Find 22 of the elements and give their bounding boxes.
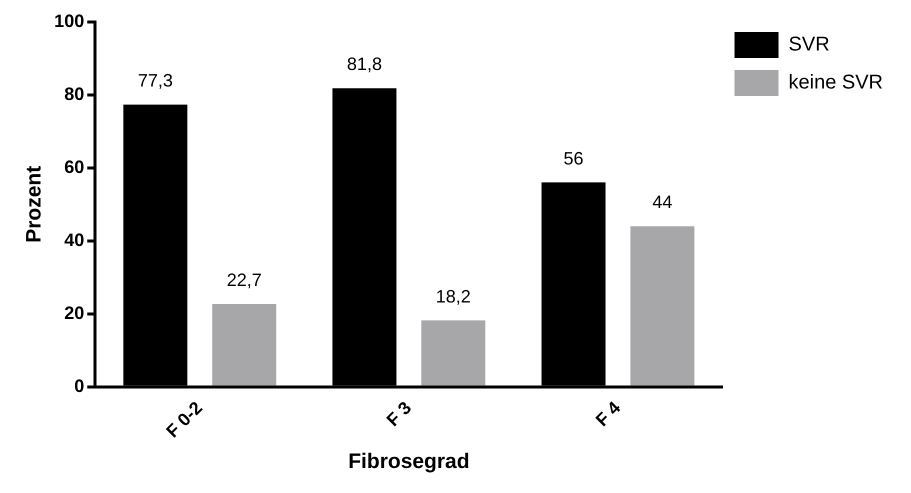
x-tick-label: F 4 xyxy=(592,398,624,430)
data-label: 56 xyxy=(564,148,584,168)
y-tick-label: 0 xyxy=(74,376,84,396)
data-label: 22,7 xyxy=(226,270,262,290)
data-label: 44 xyxy=(652,192,672,212)
y-tick-label: 60 xyxy=(64,156,84,177)
data-label: 18,2 xyxy=(436,286,471,306)
y-tick-label: 20 xyxy=(64,302,84,323)
data-label: 77,3 xyxy=(138,70,173,91)
y-tick-label: 100 xyxy=(54,10,84,31)
data-label: 81,8 xyxy=(346,54,382,74)
x-tick-label: F 0-2 xyxy=(162,398,206,442)
x-tick-label: F 3 xyxy=(382,398,416,430)
legend-label: keine SVR xyxy=(788,72,884,94)
y-tick-label: 40 xyxy=(64,230,84,250)
legend-label: SVR xyxy=(788,34,830,56)
y-axis-title: Prozent xyxy=(22,166,46,243)
bar xyxy=(421,320,486,386)
bar xyxy=(630,226,694,386)
x-axis-title: Fibrosegrad xyxy=(348,450,470,474)
bar xyxy=(212,304,276,386)
y-tick-label: 80 xyxy=(64,84,84,104)
